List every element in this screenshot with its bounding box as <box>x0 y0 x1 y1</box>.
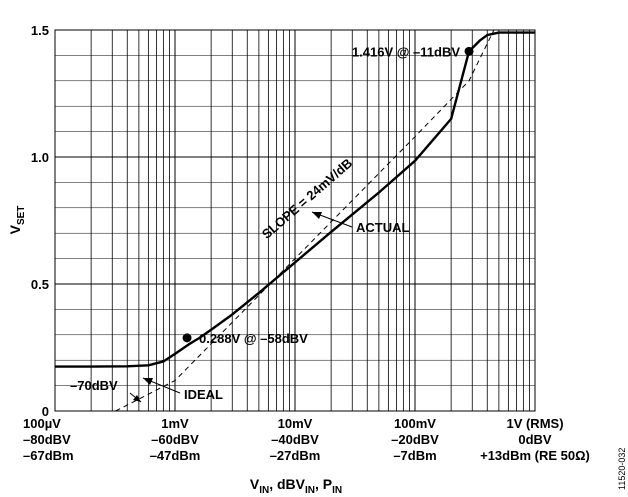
y-tick-label: 1.0 <box>31 150 49 165</box>
slope-label: SLOPE = 24mV/dB <box>259 155 355 241</box>
ideal-series-path <box>115 30 495 411</box>
figure-id: 11520-032 <box>617 448 627 490</box>
actual-label: ACTUAL <box>356 220 409 235</box>
actual-arrowhead <box>312 212 322 219</box>
x-tick-label: +13dBm (RE 50Ω) <box>480 448 590 463</box>
data-markers: 0.288V @ –58dBV 1.416V @ –11dBV <box>182 44 474 346</box>
grid-lines <box>55 30 535 411</box>
x-tick-label: –67dBm <box>23 448 74 463</box>
marker-label: 1.416V @ –11dBV <box>352 44 460 59</box>
plot-frame <box>54 29 536 412</box>
actual-series-path <box>55 31 535 368</box>
x-tick-label: –20dBV <box>391 432 439 447</box>
intercept-label: –70dBV <box>70 378 118 393</box>
ideal-label: IDEAL <box>184 387 223 402</box>
ideal-arrowhead <box>143 378 153 385</box>
ideal-annotation: IDEAL <box>142 377 223 402</box>
x-tick-label: 1V (RMS) <box>506 416 563 431</box>
data-marker <box>182 333 192 343</box>
y-tick-label: 0 <box>42 404 49 419</box>
marker-label: 0.288V @ –58dBV <box>199 331 308 346</box>
y-tick-label: 1.5 <box>31 23 49 38</box>
series-actual-line <box>55 31 535 368</box>
x-tick-labels: 100µV–80dBV–67dBm 1mV–60dBV–47dBm 10mV–40d… <box>23 416 590 463</box>
x-tick-label: –7dBm <box>393 448 436 463</box>
x-axis-title: VIN, dBVIN, PIN <box>250 476 342 496</box>
y-tick-label: 0.5 <box>31 277 49 292</box>
data-marker <box>464 46 474 56</box>
intercept-annotation: –70dBV <box>70 378 142 403</box>
x-tick-label: –47dBm <box>150 448 201 463</box>
actual-annotation: ACTUAL <box>311 211 409 235</box>
x-tick-label: 10mV <box>278 416 313 431</box>
x-tick-label: 100mV <box>394 416 436 431</box>
x-tick-label: 1mV <box>161 416 189 431</box>
y-tick-labels: 0 0.5 1.0 1.5 <box>31 23 49 419</box>
x-tick-label: –40dBV <box>271 432 319 447</box>
slope-annotation: SLOPE = 24mV/dB <box>259 155 355 241</box>
x-tick-label: –60dBV <box>151 432 199 447</box>
x-tick-label: –80dBV <box>23 432 71 447</box>
x-tick-label: 100µV <box>23 416 61 431</box>
x-tick-label: 0dBV <box>518 432 552 447</box>
x-tick-label: –27dBm <box>270 448 321 463</box>
series-ideal-line <box>115 30 495 411</box>
intercept-arrowhead <box>133 395 141 402</box>
y-axis-title: VSET <box>7 206 27 235</box>
